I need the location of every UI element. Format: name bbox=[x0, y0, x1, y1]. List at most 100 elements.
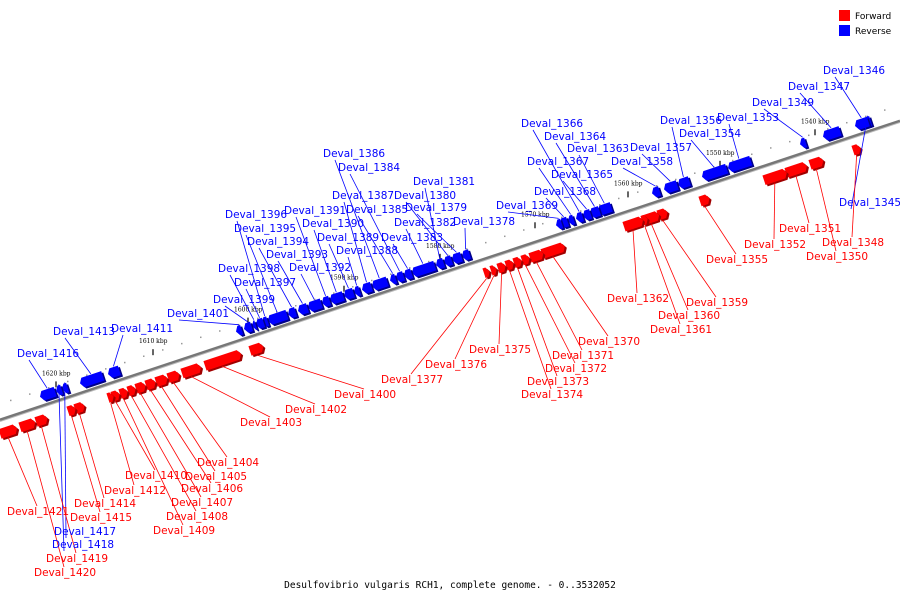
gene-body bbox=[308, 298, 323, 312]
leader-line bbox=[555, 142, 595, 207]
gene-arrow bbox=[444, 255, 456, 268]
gene-arrow bbox=[390, 273, 400, 286]
gene-body bbox=[640, 215, 648, 226]
leader-line bbox=[704, 205, 737, 255]
legend-swatch-reverse bbox=[839, 25, 850, 36]
gene-arrow bbox=[678, 176, 694, 190]
leader-line bbox=[258, 247, 292, 308]
gene-body bbox=[322, 295, 332, 307]
gene-label: Deval_1359 bbox=[686, 297, 748, 309]
gene-arrow bbox=[823, 126, 844, 142]
ruler-dot bbox=[751, 153, 753, 156]
gene-label: Deval_1394 bbox=[247, 236, 309, 248]
gene-label: Deval_1416 bbox=[17, 348, 79, 360]
gene-label: Deval_1411 bbox=[111, 323, 173, 335]
leader-line bbox=[795, 175, 810, 224]
gene-arrow bbox=[728, 155, 755, 174]
map-caption: Desulfovibrio vulgaris RCH1, complete ge… bbox=[284, 580, 616, 591]
leader-line bbox=[632, 229, 638, 294]
leader-line bbox=[221, 365, 316, 405]
gene-label: Deval_1346 bbox=[823, 65, 885, 77]
ruler-dot bbox=[428, 260, 430, 263]
leader-line bbox=[799, 92, 832, 129]
gene-body bbox=[62, 382, 70, 394]
gene-label: Deval_1368 bbox=[534, 186, 596, 198]
gene-label: Deval_1349 bbox=[752, 97, 814, 109]
label-layer: Deval_1345 Deval_1346 Deval_1347 Deval_1348… bbox=[7, 65, 900, 579]
gene-arrow bbox=[489, 265, 499, 278]
leader-line bbox=[178, 319, 239, 326]
leader-line bbox=[641, 153, 671, 182]
leader-line bbox=[64, 337, 92, 375]
gene-body bbox=[576, 211, 585, 223]
leader-line bbox=[328, 243, 349, 289]
gene-layer bbox=[0, 116, 875, 441]
gene-label: Deval_1380 bbox=[394, 190, 456, 202]
gene-arrow bbox=[40, 386, 59, 402]
ruler-dot bbox=[808, 134, 810, 137]
gene-label: Deval_1405 bbox=[185, 471, 247, 483]
leader-line bbox=[578, 154, 605, 204]
leader-line bbox=[123, 398, 184, 526]
gene-label: Deval_1351 bbox=[779, 223, 841, 235]
ruler-dot bbox=[295, 305, 297, 307]
leader-line bbox=[416, 213, 457, 253]
gene-body bbox=[166, 370, 180, 383]
gene-arrow bbox=[590, 206, 604, 220]
leader-line bbox=[343, 201, 367, 283]
gene-arrow bbox=[436, 257, 448, 271]
gene-body bbox=[851, 144, 861, 156]
gene-label: Deval_1362 bbox=[607, 293, 669, 305]
gene-label: Deval_1356 bbox=[660, 115, 722, 127]
gene-body bbox=[568, 214, 576, 226]
leader-line bbox=[58, 384, 65, 552]
leader-line bbox=[532, 129, 580, 212]
gene-arrow bbox=[540, 242, 567, 261]
gene-arrow bbox=[560, 216, 572, 230]
gene-body bbox=[698, 194, 710, 207]
leader-line bbox=[763, 108, 803, 138]
leader-line bbox=[131, 396, 197, 512]
ruler-dot bbox=[694, 172, 696, 174]
ruler-dot bbox=[390, 273, 392, 275]
leader-line bbox=[410, 278, 488, 375]
gene-label: Deval_1387 bbox=[332, 190, 394, 202]
gene-label: Deval_1363 bbox=[567, 143, 629, 155]
gene-label: Deval_1364 bbox=[544, 131, 606, 143]
gene-arrow bbox=[203, 350, 244, 373]
gene-body bbox=[784, 162, 807, 178]
gene-label: Deval_1382 bbox=[394, 217, 456, 229]
gene-arrow bbox=[568, 214, 578, 227]
gene-body bbox=[598, 202, 613, 216]
leader-line bbox=[509, 270, 552, 390]
leader-line bbox=[140, 393, 202, 498]
ruler-dot bbox=[884, 109, 886, 111]
gene-body bbox=[56, 384, 64, 396]
ruler-dot bbox=[67, 380, 69, 383]
gene-arrow bbox=[236, 324, 246, 337]
gene-label: Deval_1352 bbox=[744, 239, 806, 251]
gene-arrow bbox=[412, 260, 439, 279]
leader-line bbox=[671, 126, 684, 178]
gene-label: Deval_1391 bbox=[284, 205, 346, 217]
gene-body bbox=[34, 414, 48, 427]
ruler-dot bbox=[333, 292, 335, 294]
tick-label: 1570 kbp bbox=[521, 211, 550, 218]
gene-body bbox=[652, 186, 662, 198]
gene-label: Deval_1378 bbox=[453, 216, 515, 228]
leader-line bbox=[454, 275, 495, 360]
leader-line bbox=[535, 261, 583, 351]
gene-arrow bbox=[762, 168, 789, 187]
tick-label: 1550 kbp bbox=[706, 150, 735, 157]
gene-arrow bbox=[808, 156, 826, 172]
leader-line bbox=[545, 197, 564, 218]
gene-label: Deval_1392 bbox=[289, 262, 351, 274]
gene-body bbox=[390, 273, 398, 285]
gene-label: Deval_1358 bbox=[611, 156, 673, 168]
leader-line bbox=[256, 354, 365, 390]
ruler-dot bbox=[352, 286, 354, 288]
gene-body bbox=[622, 216, 643, 232]
ruler-dot bbox=[86, 374, 88, 376]
leader-line bbox=[690, 139, 715, 168]
leader-line bbox=[224, 305, 248, 323]
